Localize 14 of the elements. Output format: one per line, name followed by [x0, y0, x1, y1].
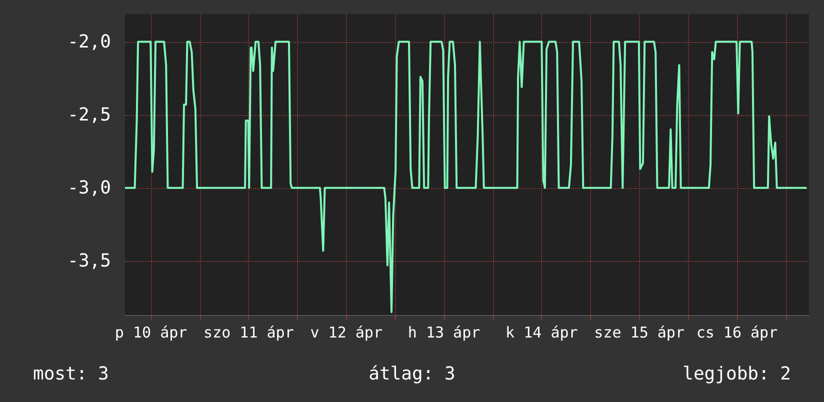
x-tick-label: h 13 ápr [408, 324, 480, 342]
x-tick-label: v 12 ápr [310, 324, 382, 342]
y-tick-label: -3,0 [68, 177, 111, 198]
x-tick-label: p 10 ápr [114, 324, 188, 342]
x-tick-label: sze 15 ápr [594, 324, 684, 342]
text: átlag: 3 [368, 364, 456, 384]
x-tick-label: szo 11 ápr [204, 324, 294, 342]
y-tick-label: -2,0 [68, 31, 111, 52]
y-tick-label: -2,5 [68, 104, 111, 126]
y-tick-label: -3,5 [68, 250, 111, 272]
x-tick-label: k 14 ápr [506, 324, 578, 342]
x-tick-label: cs 16 ápr [696, 324, 778, 342]
text: legjobb: 2 [682, 364, 792, 384]
text: most: 3 [33, 364, 109, 384]
